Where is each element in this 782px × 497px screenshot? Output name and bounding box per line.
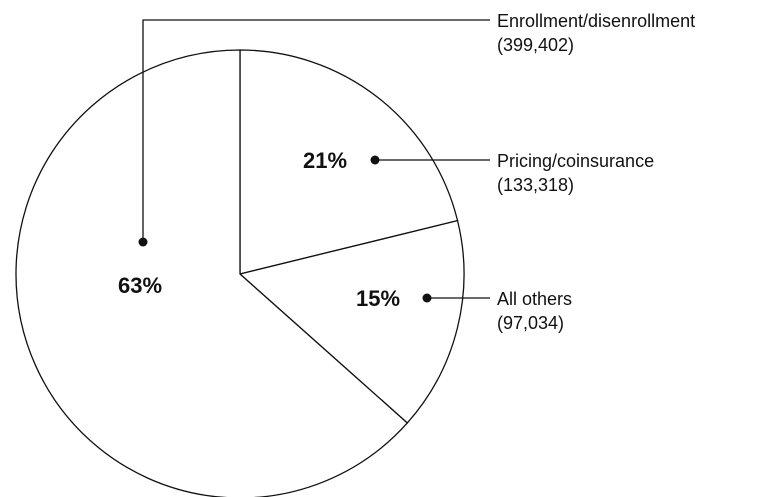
pie-slice: [238, 219, 465, 424]
category-label: All others: [497, 289, 572, 309]
category-label: Pricing/coinsurance: [497, 151, 654, 171]
leader-dot: [138, 237, 148, 247]
percent-label: 63%: [118, 273, 162, 298]
count-label: (399,402): [497, 35, 574, 55]
pie-slice: [15, 49, 409, 497]
leader-dot: [422, 293, 432, 303]
leader-dot: [370, 155, 380, 165]
leader-line: [142, 19, 490, 242]
percent-label: 15%: [356, 286, 400, 311]
count-label: (133,318): [497, 175, 574, 195]
category-label: Enrollment/disenrollment: [497, 11, 695, 31]
count-label: (97,034): [497, 313, 564, 333]
pie-slice: [239, 49, 459, 275]
percent-label: 21%: [303, 148, 347, 173]
